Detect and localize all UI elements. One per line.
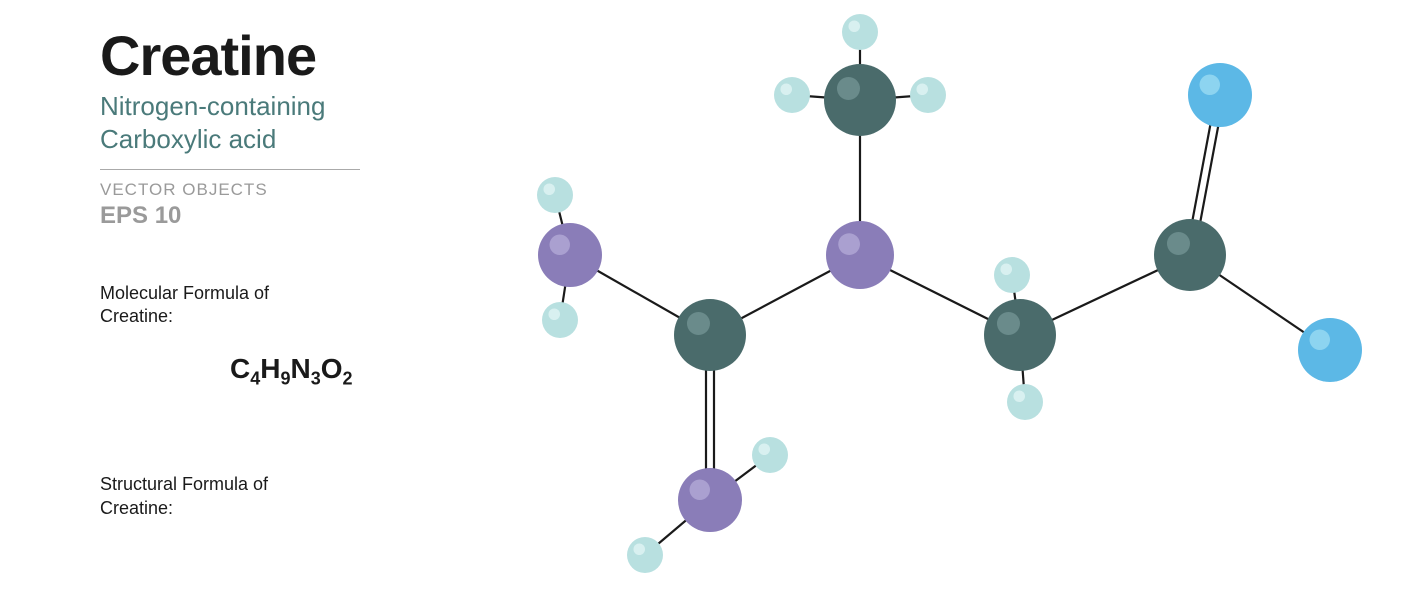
molecule-diagram — [470, 0, 1410, 600]
atom-oxygen — [1298, 318, 1362, 382]
vector-objects-label: VECTOR OBJECTS — [100, 180, 440, 200]
formula-subscript: 4 — [250, 368, 260, 388]
compound-title: Creatine — [100, 28, 440, 84]
atom-hydrogen — [752, 437, 788, 473]
atom-nitrogen — [538, 223, 602, 287]
subtitle-line-1: Nitrogen-containing — [100, 91, 325, 121]
compound-subtitle: Nitrogen-containing Carboxylic acid — [100, 90, 440, 155]
formula-element: H — [260, 353, 280, 384]
formula-subscript: 3 — [311, 368, 321, 388]
subtitle-line-2: Carboxylic acid — [100, 124, 276, 154]
atom-hydrogen — [627, 537, 663, 573]
atoms-group — [537, 14, 1362, 573]
eps-label: EPS 10 — [100, 202, 440, 230]
atom-oxygen — [1188, 63, 1252, 127]
atom-carbon — [824, 64, 896, 136]
structural-formula-label: Structural Formula of Creatine: — [100, 473, 440, 520]
atom-hydrogen — [774, 77, 810, 113]
atom-carbon — [1154, 219, 1226, 291]
info-panel: Creatine Nitrogen-containing Carboxylic … — [100, 28, 440, 520]
molecular-formula: C4H9N3O2 — [230, 353, 440, 390]
atom-carbon — [674, 299, 746, 371]
atom-hydrogen — [1007, 384, 1043, 420]
atom-hydrogen — [537, 177, 573, 213]
formula-element: O — [321, 353, 343, 384]
atom-hydrogen — [542, 302, 578, 338]
formula-subscript: 2 — [343, 368, 353, 388]
atom-nitrogen — [826, 221, 894, 289]
atom-carbon — [984, 299, 1056, 371]
formula-element: N — [291, 353, 311, 384]
formula-subscript: 9 — [280, 368, 290, 388]
atom-hydrogen — [910, 77, 946, 113]
molecular-formula-label: Molecular Formula of Creatine: — [100, 282, 440, 329]
formula-element: C — [230, 353, 250, 384]
atom-hydrogen — [994, 257, 1030, 293]
atom-hydrogen — [842, 14, 878, 50]
divider — [100, 169, 360, 170]
atom-nitrogen — [678, 468, 742, 532]
